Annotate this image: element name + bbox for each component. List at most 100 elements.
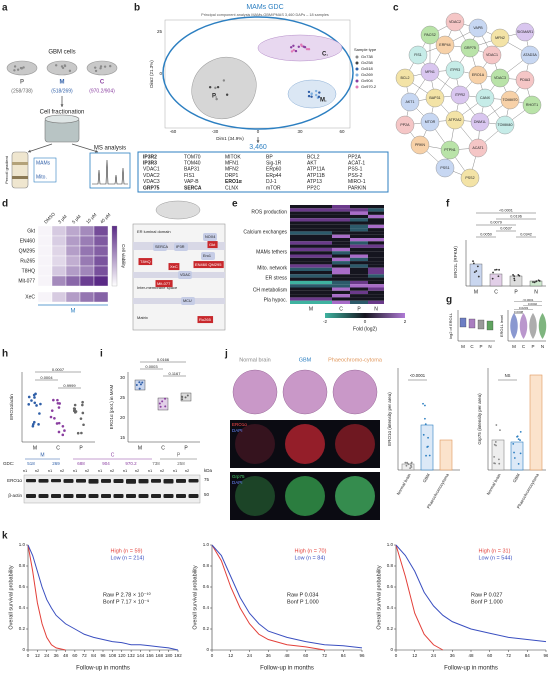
heatmap-cell bbox=[350, 274, 368, 278]
dot bbox=[422, 402, 424, 405]
protein-shape bbox=[181, 297, 195, 305]
dot bbox=[493, 443, 496, 446]
blot-band bbox=[63, 494, 74, 498]
arrow-head bbox=[95, 149, 98, 153]
blot-band bbox=[63, 479, 74, 483]
heatmap-cell bbox=[93, 235, 109, 247]
heatmap-cell bbox=[332, 284, 350, 288]
label: 970.2 bbox=[125, 461, 137, 466]
violin bbox=[519, 313, 528, 339]
protein-shape bbox=[153, 243, 167, 251]
dot bbox=[73, 407, 77, 411]
dot bbox=[513, 279, 516, 282]
y-tick-label: 0 bbox=[390, 647, 393, 652]
network-node bbox=[522, 95, 542, 115]
heatmap-cell bbox=[368, 297, 384, 301]
dot bbox=[532, 281, 534, 283]
drug-box bbox=[168, 263, 180, 271]
label: AKT1 bbox=[406, 100, 415, 104]
label: M bbox=[474, 289, 478, 295]
heatmap-cell bbox=[368, 274, 384, 278]
network-node bbox=[490, 68, 510, 88]
dot bbox=[406, 461, 408, 464]
panel-label: c bbox=[393, 3, 399, 14]
label: P. bbox=[212, 94, 217, 100]
heatmap-cell bbox=[368, 271, 384, 275]
label: ERP44 bbox=[439, 43, 450, 47]
network-node bbox=[435, 158, 455, 178]
dot bbox=[477, 275, 480, 278]
x-tick-label: 48 bbox=[63, 653, 69, 658]
sample-point bbox=[214, 86, 217, 90]
x-tick-label: 0 bbox=[211, 653, 214, 658]
label: (970.2/904) bbox=[89, 88, 115, 94]
dot bbox=[410, 464, 412, 467]
dot bbox=[516, 435, 519, 438]
heatmap-cell bbox=[368, 208, 384, 212]
heatmap-cell bbox=[368, 264, 384, 268]
blot-band bbox=[113, 479, 124, 484]
network-node bbox=[495, 115, 515, 135]
heatmap-cell bbox=[368, 267, 384, 271]
heatmap-cell bbox=[332, 244, 350, 248]
heatmap-cell bbox=[350, 297, 368, 301]
network-node bbox=[420, 112, 440, 132]
panel-label: a bbox=[2, 3, 8, 14]
label: C bbox=[100, 80, 105, 86]
sample-point bbox=[314, 89, 318, 93]
heatmap-cell bbox=[350, 231, 368, 235]
label: MCU bbox=[183, 299, 192, 303]
network-node bbox=[520, 45, 540, 65]
network-node bbox=[395, 68, 415, 88]
dot bbox=[74, 410, 78, 413]
heatmap-cell bbox=[93, 275, 109, 287]
label: -2 bbox=[323, 319, 327, 324]
label: N bbox=[541, 344, 544, 349]
dot bbox=[517, 462, 520, 465]
x-tick-label: 12 bbox=[412, 653, 418, 658]
dot bbox=[409, 467, 412, 470]
arrow-head bbox=[28, 149, 31, 153]
y-axis-label: Overall survival probability bbox=[8, 565, 14, 629]
panel-label: j bbox=[224, 349, 228, 360]
x-tick-label: 36 bbox=[266, 653, 272, 658]
survival-line bbox=[211, 544, 363, 649]
heatmap-cell bbox=[350, 294, 368, 298]
label: β-actin bbox=[8, 493, 22, 498]
dot bbox=[164, 397, 167, 400]
x-tick-label: 96 bbox=[359, 653, 365, 658]
y-tick-label: 0.8 bbox=[387, 563, 394, 568]
tissue-grp75 bbox=[285, 476, 325, 516]
dot bbox=[184, 396, 187, 399]
blot-band bbox=[101, 494, 111, 498]
label: FIS1 bbox=[184, 173, 195, 179]
dot bbox=[428, 454, 431, 457]
x-axis-label: Follow-up in months bbox=[260, 666, 314, 672]
label: P bbox=[531, 344, 534, 349]
label: kDa bbox=[204, 468, 212, 473]
cell bbox=[16, 68, 20, 71]
heatmap-cell bbox=[332, 214, 350, 219]
heatmap-cell bbox=[290, 247, 332, 252]
legend-dot bbox=[355, 55, 359, 59]
blot-band bbox=[176, 479, 186, 483]
heatmap-cell bbox=[332, 267, 350, 271]
heatmap-cell bbox=[332, 234, 350, 238]
label: 0.0196 bbox=[510, 215, 522, 219]
label: Gx970.2 bbox=[361, 84, 377, 89]
tissue-he bbox=[232, 369, 278, 415]
label: 15 bbox=[120, 435, 126, 440]
label: T8HQ bbox=[22, 268, 35, 274]
heatmap-cell bbox=[79, 275, 95, 287]
label: PRKN bbox=[415, 143, 425, 147]
outer-ellipse bbox=[162, 16, 354, 130]
heatmap-cell bbox=[290, 274, 332, 278]
network-node bbox=[435, 35, 455, 55]
label: M. bbox=[320, 98, 327, 104]
label: 75 bbox=[204, 477, 210, 482]
label: BCL2 bbox=[401, 76, 410, 80]
drug-box bbox=[207, 241, 218, 249]
label: VDAC1 bbox=[143, 167, 160, 173]
heatmap-cell bbox=[290, 238, 332, 242]
label: ERO1α (prot.) in MAM bbox=[109, 384, 114, 429]
